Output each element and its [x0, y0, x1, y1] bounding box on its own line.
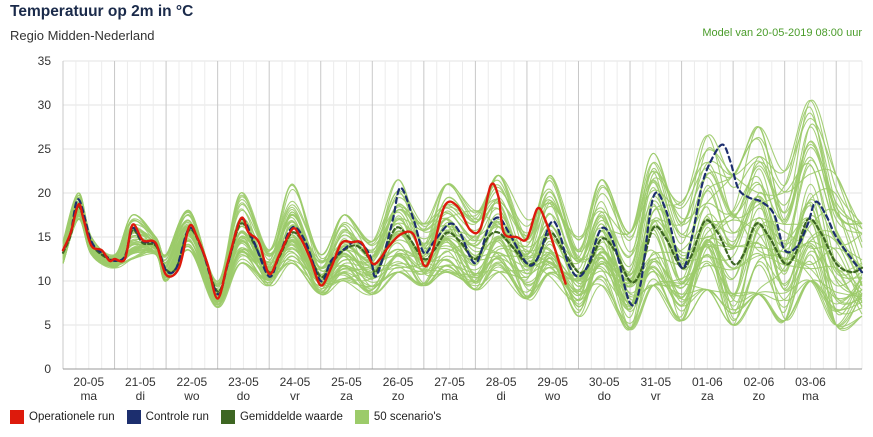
legend-swatch-operational	[10, 410, 24, 424]
operational-series-line	[61, 182, 567, 300]
legend-swatch-mean	[220, 410, 235, 424]
y-tick-label: 0	[44, 362, 51, 376]
x-tick-label-date: 03-06	[795, 375, 826, 389]
scenario-line	[62, 209, 863, 330]
x-tick-label-date: 23-05	[228, 375, 259, 389]
x-tick-label-day: do	[237, 389, 251, 403]
x-tick-label-day: za	[701, 389, 714, 403]
legend-swatch-scenarios	[354, 410, 369, 424]
y-tick-label: 20	[38, 186, 52, 200]
scenario-line	[62, 143, 863, 286]
x-tick-label-day: vr	[651, 389, 661, 403]
scenario-line	[62, 112, 863, 285]
x-tick-label-date: 20-05	[73, 375, 104, 389]
x-tick-label-day: ma	[802, 389, 819, 403]
x-tick-label-date: 30-05	[589, 375, 620, 389]
legend-item-scenarios[interactable]: 50 scenario's	[354, 410, 442, 424]
legend-label-operational: Operationele run	[29, 411, 115, 423]
y-tick-label: 35	[38, 54, 52, 68]
legend-label-scenarios: 50 scenario's	[373, 411, 442, 423]
model-run-label: Model van 20-05-2019 08:00 uur	[702, 27, 862, 39]
scenario-line	[62, 202, 863, 296]
x-tick-label-date: 01-06	[692, 375, 723, 389]
x-tick-label-date: 26-05	[383, 375, 414, 389]
x-tick-label-day: ma	[80, 389, 97, 403]
chart-legend: Operationele run Controle run Gemiddelde…	[10, 410, 441, 424]
x-tick-label-date: 02-06	[744, 375, 775, 389]
x-tick-label-day: ma	[441, 389, 458, 403]
legend-swatch-control	[126, 410, 141, 424]
x-tick-label-date: 24-05	[280, 375, 311, 389]
y-tick-label: 10	[38, 274, 52, 288]
x-tick-label-date: 29-05	[537, 375, 568, 389]
x-tick-label-day: zo	[392, 389, 405, 403]
legend-label-control: Controle run	[145, 411, 209, 423]
temperature-chart: 0510152025303520-05ma21-05di22-05wo23-05…	[38, 54, 864, 403]
x-tick-label-day: za	[340, 389, 353, 403]
scenario-line	[62, 147, 863, 288]
legend-label-mean: Gemiddelde waarde	[239, 411, 343, 423]
x-tick-label-date: 28-05	[486, 375, 517, 389]
x-tick-label-date: 22-05	[177, 375, 208, 389]
x-tick-label-date: 31-05	[640, 375, 671, 389]
x-tick-label-date: 27-05	[434, 375, 465, 389]
chart-title: Temperatuur op 2m in °C	[10, 3, 194, 20]
x-tick-label-day: zo	[753, 389, 766, 403]
y-tick-label: 15	[38, 230, 52, 244]
x-tick-label-date: 21-05	[125, 375, 156, 389]
y-tick-label: 30	[38, 98, 52, 112]
x-tick-label-day: wo	[183, 389, 200, 403]
legend-item-control[interactable]: Controle run	[126, 410, 209, 424]
x-tick-label-day: do	[598, 389, 612, 403]
y-tick-label: 25	[38, 142, 52, 156]
x-tick-label-date: 25-05	[331, 375, 362, 389]
x-tick-label-day: wo	[544, 389, 561, 403]
scenario-line	[62, 202, 863, 329]
x-tick-label-day: di	[496, 389, 505, 403]
x-tick-label-day: vr	[290, 389, 300, 403]
scenario-line	[62, 168, 863, 296]
x-tick-label-day: di	[136, 389, 145, 403]
legend-item-mean[interactable]: Gemiddelde waarde	[220, 410, 343, 424]
legend-item-operational[interactable]: Operationele run	[10, 410, 115, 424]
chart-subtitle: Regio Midden-Nederland	[10, 28, 155, 43]
y-tick-label: 5	[44, 318, 51, 332]
